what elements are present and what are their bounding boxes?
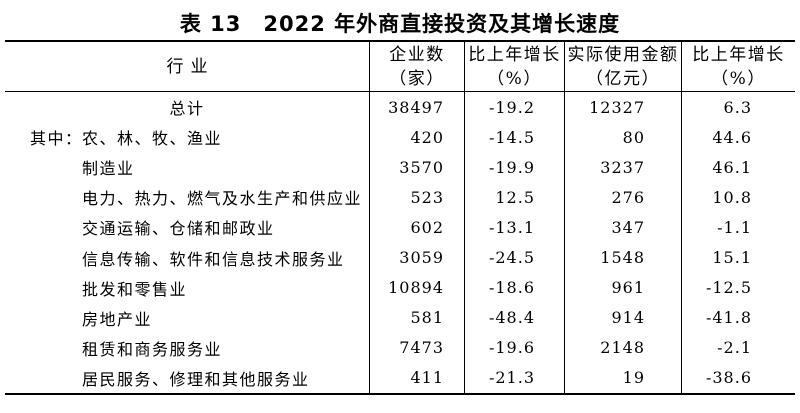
table-row: 批发和零售业 10894 -18.6 961 -12.5 <box>5 272 795 303</box>
industry-label: 交通运输、仓储和邮政业 <box>82 219 275 239</box>
header-enterprise-growth: 比上年增长 （%） <box>464 42 564 91</box>
amount-growth-value: 44.6 <box>681 122 795 153</box>
header-enterprise-count-line1: 企业数 <box>389 44 445 65</box>
enterprises-growth-value: -14.5 <box>464 122 564 153</box>
industry-label: 房地产业 <box>82 309 153 329</box>
amount-value: 276 <box>564 182 681 213</box>
industry-cell: 房地产业 <box>5 303 369 333</box>
table-row: 租赁和商务服务业 7473 -19.6 2148 -2.1 <box>5 332 795 363</box>
amount-value: 961 <box>564 272 681 303</box>
industry-label: 居民服务、修理和其他服务业 <box>82 369 310 389</box>
amount-value: 347 <box>564 212 681 243</box>
enterprises-value: 420 <box>369 122 464 153</box>
amount-growth-value: 10.8 <box>681 182 795 213</box>
table-row: 其中： 农、林、牧、渔业 420 -14.5 80 44.6 <box>5 122 795 153</box>
industry-cell: 居民服务、修理和其他服务业 <box>5 363 369 393</box>
amount-value: 914 <box>564 302 681 333</box>
enterprises-value: 3059 <box>369 242 464 273</box>
amount-growth-value: -1.1 <box>681 212 795 243</box>
enterprises-growth-value: -19.2 <box>464 92 564 123</box>
enterprises-value: 3570 <box>369 152 464 183</box>
fdi-table: 行业 企业数 （家） 比上年增长 （%） 实际使用金额 （亿元） 比上年增长 （… <box>5 40 795 395</box>
table-header-row: 行业 企业数 （家） 比上年增长 （%） 实际使用金额 （亿元） 比上年增长 （… <box>5 42 795 92</box>
industry-label: 农、林、牧、渔业 <box>82 129 223 149</box>
amount-value: 2148 <box>564 332 681 363</box>
enterprises-growth-value: -21.3 <box>464 362 564 393</box>
enterprises-growth-value: 12.5 <box>464 182 564 213</box>
industry-cell: 其中： 农、林、牧、渔业 <box>5 122 369 152</box>
enterprises-value: 523 <box>369 182 464 213</box>
amount-growth-value: 6.3 <box>681 92 795 123</box>
amount-growth-value: -41.8 <box>681 302 795 333</box>
header-enterprise-growth-unit: （%） <box>487 68 542 89</box>
enterprises-value: 7473 <box>369 332 464 363</box>
amount-growth-value: -38.6 <box>681 362 795 393</box>
header-amount-used-unit: （亿元） <box>586 68 660 89</box>
industry-label: 电力、热力、燃气及水生产和供应业 <box>82 189 363 209</box>
table-title: 表 13 2022 年外商直接投资及其增长速度 <box>179 12 621 36</box>
enterprises-growth-value: -19.6 <box>464 332 564 363</box>
header-enterprise-count-unit: （家） <box>389 68 445 89</box>
header-amount-used: 实际使用金额 （亿元） <box>564 42 681 91</box>
amount-growth-value: -12.5 <box>681 272 795 303</box>
table-row: 电力、热力、燃气及水生产和供应业 523 12.5 276 10.8 <box>5 182 795 213</box>
industry-cell: 信息传输、软件和信息技术服务业 <box>5 242 369 272</box>
enterprises-value: 10894 <box>369 272 464 303</box>
header-amount-growth-unit: （%） <box>711 68 766 89</box>
header-enterprise-growth-line1: 比上年增长 <box>468 44 561 65</box>
industry-label: 批发和零售业 <box>82 279 188 299</box>
industry-cell: 批发和零售业 <box>5 273 369 303</box>
header-amount-growth-line1: 比上年增长 <box>692 44 785 65</box>
amount-value: 1548 <box>564 242 681 273</box>
enterprises-value: 38497 <box>369 92 464 123</box>
enterprises-value: 411 <box>369 362 464 393</box>
amount-growth-value: 15.1 <box>681 242 795 273</box>
enterprises-growth-value: -24.5 <box>464 242 564 273</box>
table-row-total: 总计 38497 -19.2 12327 6.3 <box>5 92 795 123</box>
table-row: 信息传输、软件和信息技术服务业 3059 -24.5 1548 15.1 <box>5 242 795 273</box>
industry-label: 总计 <box>169 99 205 119</box>
amount-growth-value: -2.1 <box>681 332 795 363</box>
industry-cell: 电力、热力、燃气及水生产和供应业 <box>5 182 369 212</box>
industry-cell: 总计 <box>5 92 369 122</box>
header-industry: 行业 <box>5 42 369 91</box>
amount-value: 3237 <box>564 152 681 183</box>
table-row: 居民服务、修理和其他服务业 411 -21.3 19 -38.6 <box>5 362 795 393</box>
amount-value: 19 <box>564 362 681 393</box>
enterprises-value: 602 <box>369 212 464 243</box>
header-enterprise-count: 企业数 （家） <box>369 42 464 91</box>
industry-cell: 交通运输、仓储和邮政业 <box>5 212 369 242</box>
amount-value: 80 <box>564 122 681 153</box>
industry-cell: 租赁和商务服务业 <box>5 333 369 363</box>
header-amount-growth: 比上年增长 （%） <box>681 42 795 91</box>
table-row: 交通运输、仓储和邮政业 602 -13.1 347 -1.1 <box>5 212 795 243</box>
enterprises-growth-value: -18.6 <box>464 272 564 303</box>
industry-label: 制造业 <box>82 159 135 179</box>
enterprises-value: 581 <box>369 302 464 333</box>
table-row: 制造业 3570 -19.9 3237 46.1 <box>5 152 795 183</box>
industry-label: 信息传输、软件和信息技术服务业 <box>82 249 345 269</box>
row-prefix: 其中： <box>30 129 83 149</box>
table-row: 房地产业 581 -48.4 914 -41.8 <box>5 302 795 333</box>
header-industry-label: 行业 <box>166 56 215 77</box>
header-amount-used-line1: 实际使用金额 <box>567 44 679 65</box>
amount-growth-value: 46.1 <box>681 152 795 183</box>
industry-label: 租赁和商务服务业 <box>82 339 223 359</box>
industry-cell: 制造业 <box>5 152 369 182</box>
enterprises-growth-value: -13.1 <box>464 212 564 243</box>
amount-value: 12327 <box>564 92 681 123</box>
enterprises-growth-value: -48.4 <box>464 302 564 333</box>
enterprises-growth-value: -19.9 <box>464 152 564 183</box>
